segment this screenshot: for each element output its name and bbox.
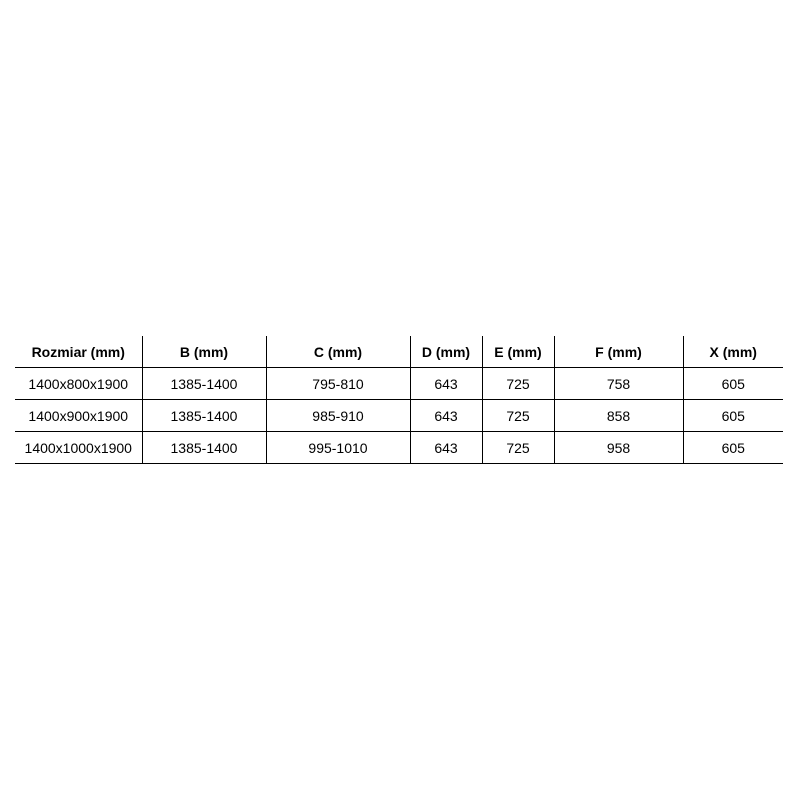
header-row: Rozmiar (mm) B (mm) C (mm) D (mm) E (mm)… xyxy=(15,336,783,368)
cell-x: 605 xyxy=(682,399,783,432)
cell-d: 643 xyxy=(409,431,482,464)
cell-rozmiar: 1400x1000x1900 xyxy=(15,431,142,464)
cell-e: 725 xyxy=(481,367,554,400)
cell-f: 958 xyxy=(553,431,683,464)
header-d: D (mm) xyxy=(409,336,482,368)
dimensions-table: Rozmiar (mm) B (mm) C (mm) D (mm) E (mm)… xyxy=(15,336,783,464)
table-row: 1400x900x1900 1385-1400 985-910 643 725 … xyxy=(15,399,783,432)
cell-e: 725 xyxy=(481,431,554,464)
cell-b: 1385-1400 xyxy=(141,431,266,464)
header-e: E (mm) xyxy=(481,336,554,368)
cell-c: 995-1010 xyxy=(265,431,410,464)
cell-c: 985-910 xyxy=(265,399,410,432)
cell-e: 725 xyxy=(481,399,554,432)
cell-f: 858 xyxy=(553,399,683,432)
table-row: 1400x1000x1900 1385-1400 995-1010 643 72… xyxy=(15,431,783,464)
cell-b: 1385-1400 xyxy=(141,399,266,432)
cell-d: 643 xyxy=(409,399,482,432)
table-row: 1400x800x1900 1385-1400 795-810 643 725 … xyxy=(15,367,783,400)
header-f: F (mm) xyxy=(553,336,683,368)
header-c: C (mm) xyxy=(265,336,410,368)
cell-x: 605 xyxy=(682,367,783,400)
cell-rozmiar: 1400x800x1900 xyxy=(15,367,142,400)
header-x: X (mm) xyxy=(682,336,783,368)
cell-rozmiar: 1400x900x1900 xyxy=(15,399,142,432)
cell-c: 795-810 xyxy=(265,367,410,400)
cell-x: 605 xyxy=(682,431,783,464)
header-b: B (mm) xyxy=(141,336,266,368)
cell-d: 643 xyxy=(409,367,482,400)
cell-b: 1385-1400 xyxy=(141,367,266,400)
cell-f: 758 xyxy=(553,367,683,400)
header-rozmiar: Rozmiar (mm) xyxy=(15,336,142,368)
